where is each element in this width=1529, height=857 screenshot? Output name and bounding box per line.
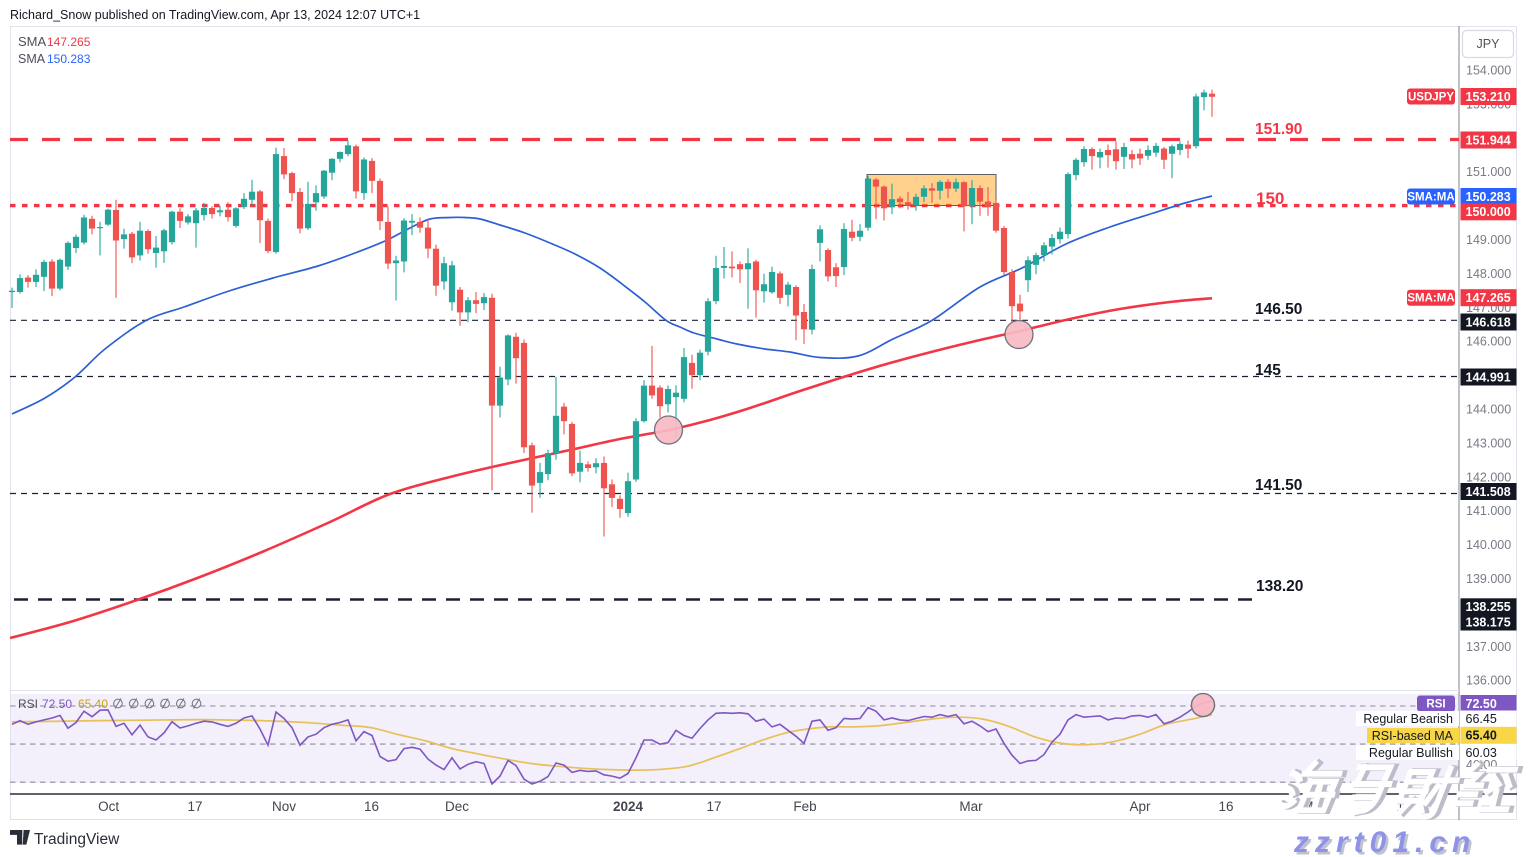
svg-text:SMA: SMA (18, 52, 46, 66)
svg-text:138.20: 138.20 (1256, 578, 1303, 595)
svg-text:Nov: Nov (272, 799, 296, 814)
svg-text:16: 16 (1218, 799, 1233, 814)
svg-text:RSI-based MA: RSI-based MA (1372, 729, 1454, 743)
svg-text:Regular Bearish: Regular Bearish (1363, 712, 1453, 726)
svg-text:72.50: 72.50 (42, 697, 72, 711)
svg-text:Dec: Dec (445, 799, 469, 814)
svg-text:65.40: 65.40 (78, 697, 108, 711)
svg-text:139.000: 139.000 (1466, 572, 1511, 586)
svg-text:144.991: 144.991 (1466, 370, 1511, 384)
svg-text:150: 150 (1256, 189, 1284, 208)
svg-text:151.90: 151.90 (1255, 121, 1302, 138)
svg-text:141.508: 141.508 (1466, 485, 1511, 499)
svg-text:72.50: 72.50 (1466, 697, 1497, 711)
svg-text:150.283: 150.283 (47, 52, 91, 66)
svg-text:zzrt01.cn: zzrt01.cn (1293, 826, 1476, 857)
svg-text:154.000: 154.000 (1466, 64, 1511, 78)
svg-text:Oct: Oct (98, 799, 119, 814)
svg-text:147.265: 147.265 (47, 35, 91, 49)
svg-text:66.45: 66.45 (1466, 712, 1497, 726)
svg-text:JPY: JPY (1477, 37, 1501, 51)
svg-text:Mar: Mar (959, 799, 983, 814)
svg-text:144.000: 144.000 (1466, 403, 1511, 417)
svg-text:2024: 2024 (613, 799, 644, 814)
svg-text:149.000: 149.000 (1466, 233, 1511, 247)
svg-text:147.265: 147.265 (1466, 291, 1511, 305)
svg-text:SMA:MA: SMA:MA (1407, 293, 1454, 305)
svg-text:Feb: Feb (793, 799, 816, 814)
svg-text:Apr: Apr (1129, 799, 1151, 814)
svg-text:17: 17 (187, 799, 202, 814)
svg-text:146.618: 146.618 (1466, 315, 1511, 329)
svg-text:153.210: 153.210 (1466, 90, 1511, 104)
svg-text:zzrt01.cn: zzrt01.cn (1296, 829, 1479, 857)
svg-text:136.000: 136.000 (1466, 674, 1511, 688)
svg-text:65.40: 65.40 (1466, 729, 1497, 743)
svg-text:Regular Bullish: Regular Bullish (1369, 746, 1453, 760)
svg-text:151.000: 151.000 (1466, 165, 1511, 179)
svg-text:17: 17 (706, 799, 721, 814)
svg-text:138.175: 138.175 (1466, 615, 1511, 629)
svg-text:145: 145 (1255, 362, 1281, 379)
svg-text:142.000: 142.000 (1466, 470, 1511, 484)
svg-text:USDJPY: USDJPY (1408, 92, 1454, 104)
svg-text:146.50: 146.50 (1255, 301, 1302, 318)
svg-text:RSI: RSI (1426, 699, 1445, 711)
svg-text:141.000: 141.000 (1466, 504, 1511, 518)
svg-text:151.944: 151.944 (1466, 133, 1511, 147)
svg-text:148.000: 148.000 (1466, 267, 1511, 281)
svg-text:RSI: RSI (18, 697, 38, 711)
svg-text:TradingView: TradingView (34, 831, 120, 848)
svg-text:150.283: 150.283 (1466, 190, 1511, 204)
svg-text:60.03: 60.03 (1466, 746, 1497, 760)
svg-text:141.50: 141.50 (1255, 477, 1302, 494)
svg-text:150.000: 150.000 (1466, 205, 1511, 219)
svg-text:140.000: 140.000 (1466, 538, 1511, 552)
svg-text:138.255: 138.255 (1466, 600, 1511, 614)
svg-text:143.000: 143.000 (1466, 436, 1511, 450)
svg-text:146.000: 146.000 (1466, 335, 1511, 349)
svg-text:SMA: SMA (18, 34, 47, 49)
svg-text:SMA:MA: SMA:MA (1407, 192, 1454, 204)
svg-text:Richard_Snow published on Trad: Richard_Snow published on TradingView.co… (10, 8, 420, 22)
svg-text:16: 16 (364, 799, 379, 814)
svg-text:137.000: 137.000 (1466, 640, 1511, 654)
